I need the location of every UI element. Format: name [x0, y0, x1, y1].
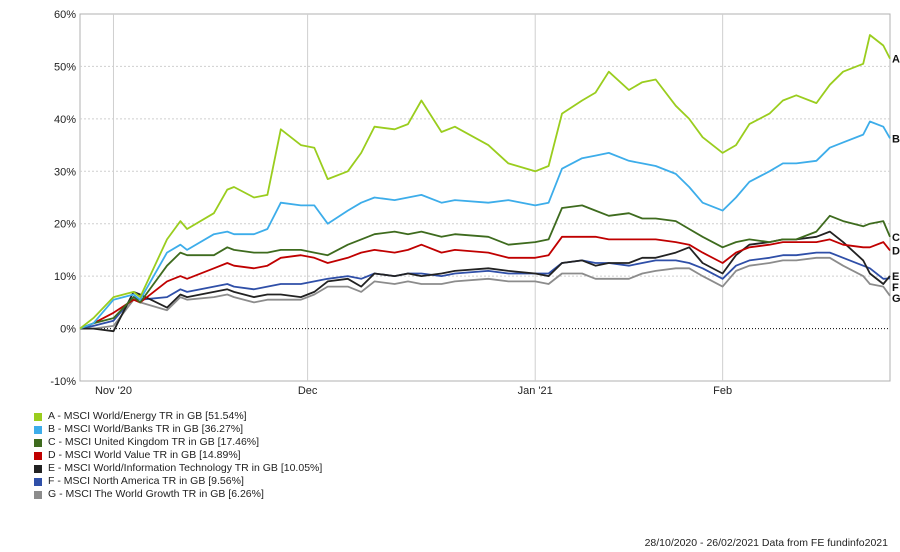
series-end-labels: A B CD EFG: [892, 54, 900, 305]
x-tick-label: Nov '20: [95, 385, 132, 397]
x-tick-label: Jan '21: [518, 385, 553, 397]
series-end-label-a: A: [892, 54, 900, 66]
legend-item-c: C - MSCI United Kingdom TR in GB [17.46%…: [34, 436, 322, 449]
series-line-a: [79, 34, 891, 330]
grid: [79, 13, 891, 382]
legend-swatch: [34, 412, 42, 421]
legend-item-e: E - MSCI World/Information Technology TR…: [34, 462, 322, 475]
series-line-c: [79, 204, 891, 330]
series-end-label-b: B: [892, 133, 900, 145]
series-end-label-d: D: [892, 245, 900, 257]
legend-label: B - MSCI World/Banks TR in GB [36.27%]: [48, 423, 244, 435]
y-tick-label: 10%: [54, 271, 76, 283]
series-end-label-f: F: [892, 282, 899, 294]
y-tick-label: 40%: [54, 114, 76, 126]
x-tick-label: Feb: [713, 385, 732, 397]
legend-item-d: D - MSCI World Value TR in GB [14.89%]: [34, 449, 322, 462]
source-footer: 28/10/2020 - 26/02/2021 Data from FE fun…: [644, 537, 888, 549]
legend-swatch: [34, 464, 42, 473]
legend-label: G - MSCI The World Growth TR in GB [6.26…: [48, 488, 264, 500]
plot-frame: [79, 13, 891, 382]
y-tick-label: 60%: [54, 9, 76, 21]
series-line-b: [79, 120, 891, 330]
y-tick-label: 20%: [54, 219, 76, 231]
y-tick-label: 30%: [54, 166, 76, 178]
y-tick-label: 50%: [54, 61, 76, 73]
series-end-label-g: G: [892, 293, 900, 305]
line-chart: 60% 50% 40% 30% 20% 10% 0% -10% Nov '20 Dec Jan '2…: [50, 9, 900, 397]
series-end-label-c: C: [892, 232, 900, 244]
legend-item-a: A - MSCI World/Energy TR in GB [51.54%]: [34, 410, 322, 423]
legend-item-g: G - MSCI The World Growth TR in GB [6.26…: [34, 488, 322, 501]
legend-swatch: [34, 438, 42, 447]
legend-label: C - MSCI United Kingdom TR in GB [17.46%…: [48, 436, 260, 448]
legend-swatch: [34, 425, 42, 434]
legend: A - MSCI World/Energy TR in GB [51.54%] B…: [34, 410, 322, 501]
y-tick-label: 0%: [60, 324, 76, 336]
legend-label: E - MSCI World/Information Technology TR…: [48, 462, 323, 474]
legend-swatch: [34, 490, 42, 499]
series-line-f: [79, 251, 891, 330]
series-line-g: [80, 256, 891, 330]
legend-label: A - MSCI World/Energy TR in GB [51.54%]: [48, 410, 247, 422]
series-line-e: [80, 230, 891, 333]
series-lines: [79, 34, 891, 333]
y-tick-label: -10%: [50, 376, 76, 388]
legend-label: F - MSCI North America TR in GB [9.56%]: [48, 475, 244, 487]
legend-item-b: B - MSCI World/Banks TR in GB [36.27%]: [34, 423, 322, 436]
series-end-label-e: E: [892, 271, 899, 283]
axes: 60% 50% 40% 30% 20% 10% 0% -10% Nov '20 Dec Jan '2…: [50, 9, 732, 397]
legend-label: D - MSCI World Value TR in GB [14.89%]: [48, 449, 241, 461]
series-line-d: [79, 235, 891, 330]
x-tick-label: Dec: [298, 385, 318, 397]
legend-item-f: F - MSCI North America TR in GB [9.56%]: [34, 475, 322, 488]
legend-swatch: [34, 477, 42, 486]
legend-swatch: [34, 451, 42, 460]
